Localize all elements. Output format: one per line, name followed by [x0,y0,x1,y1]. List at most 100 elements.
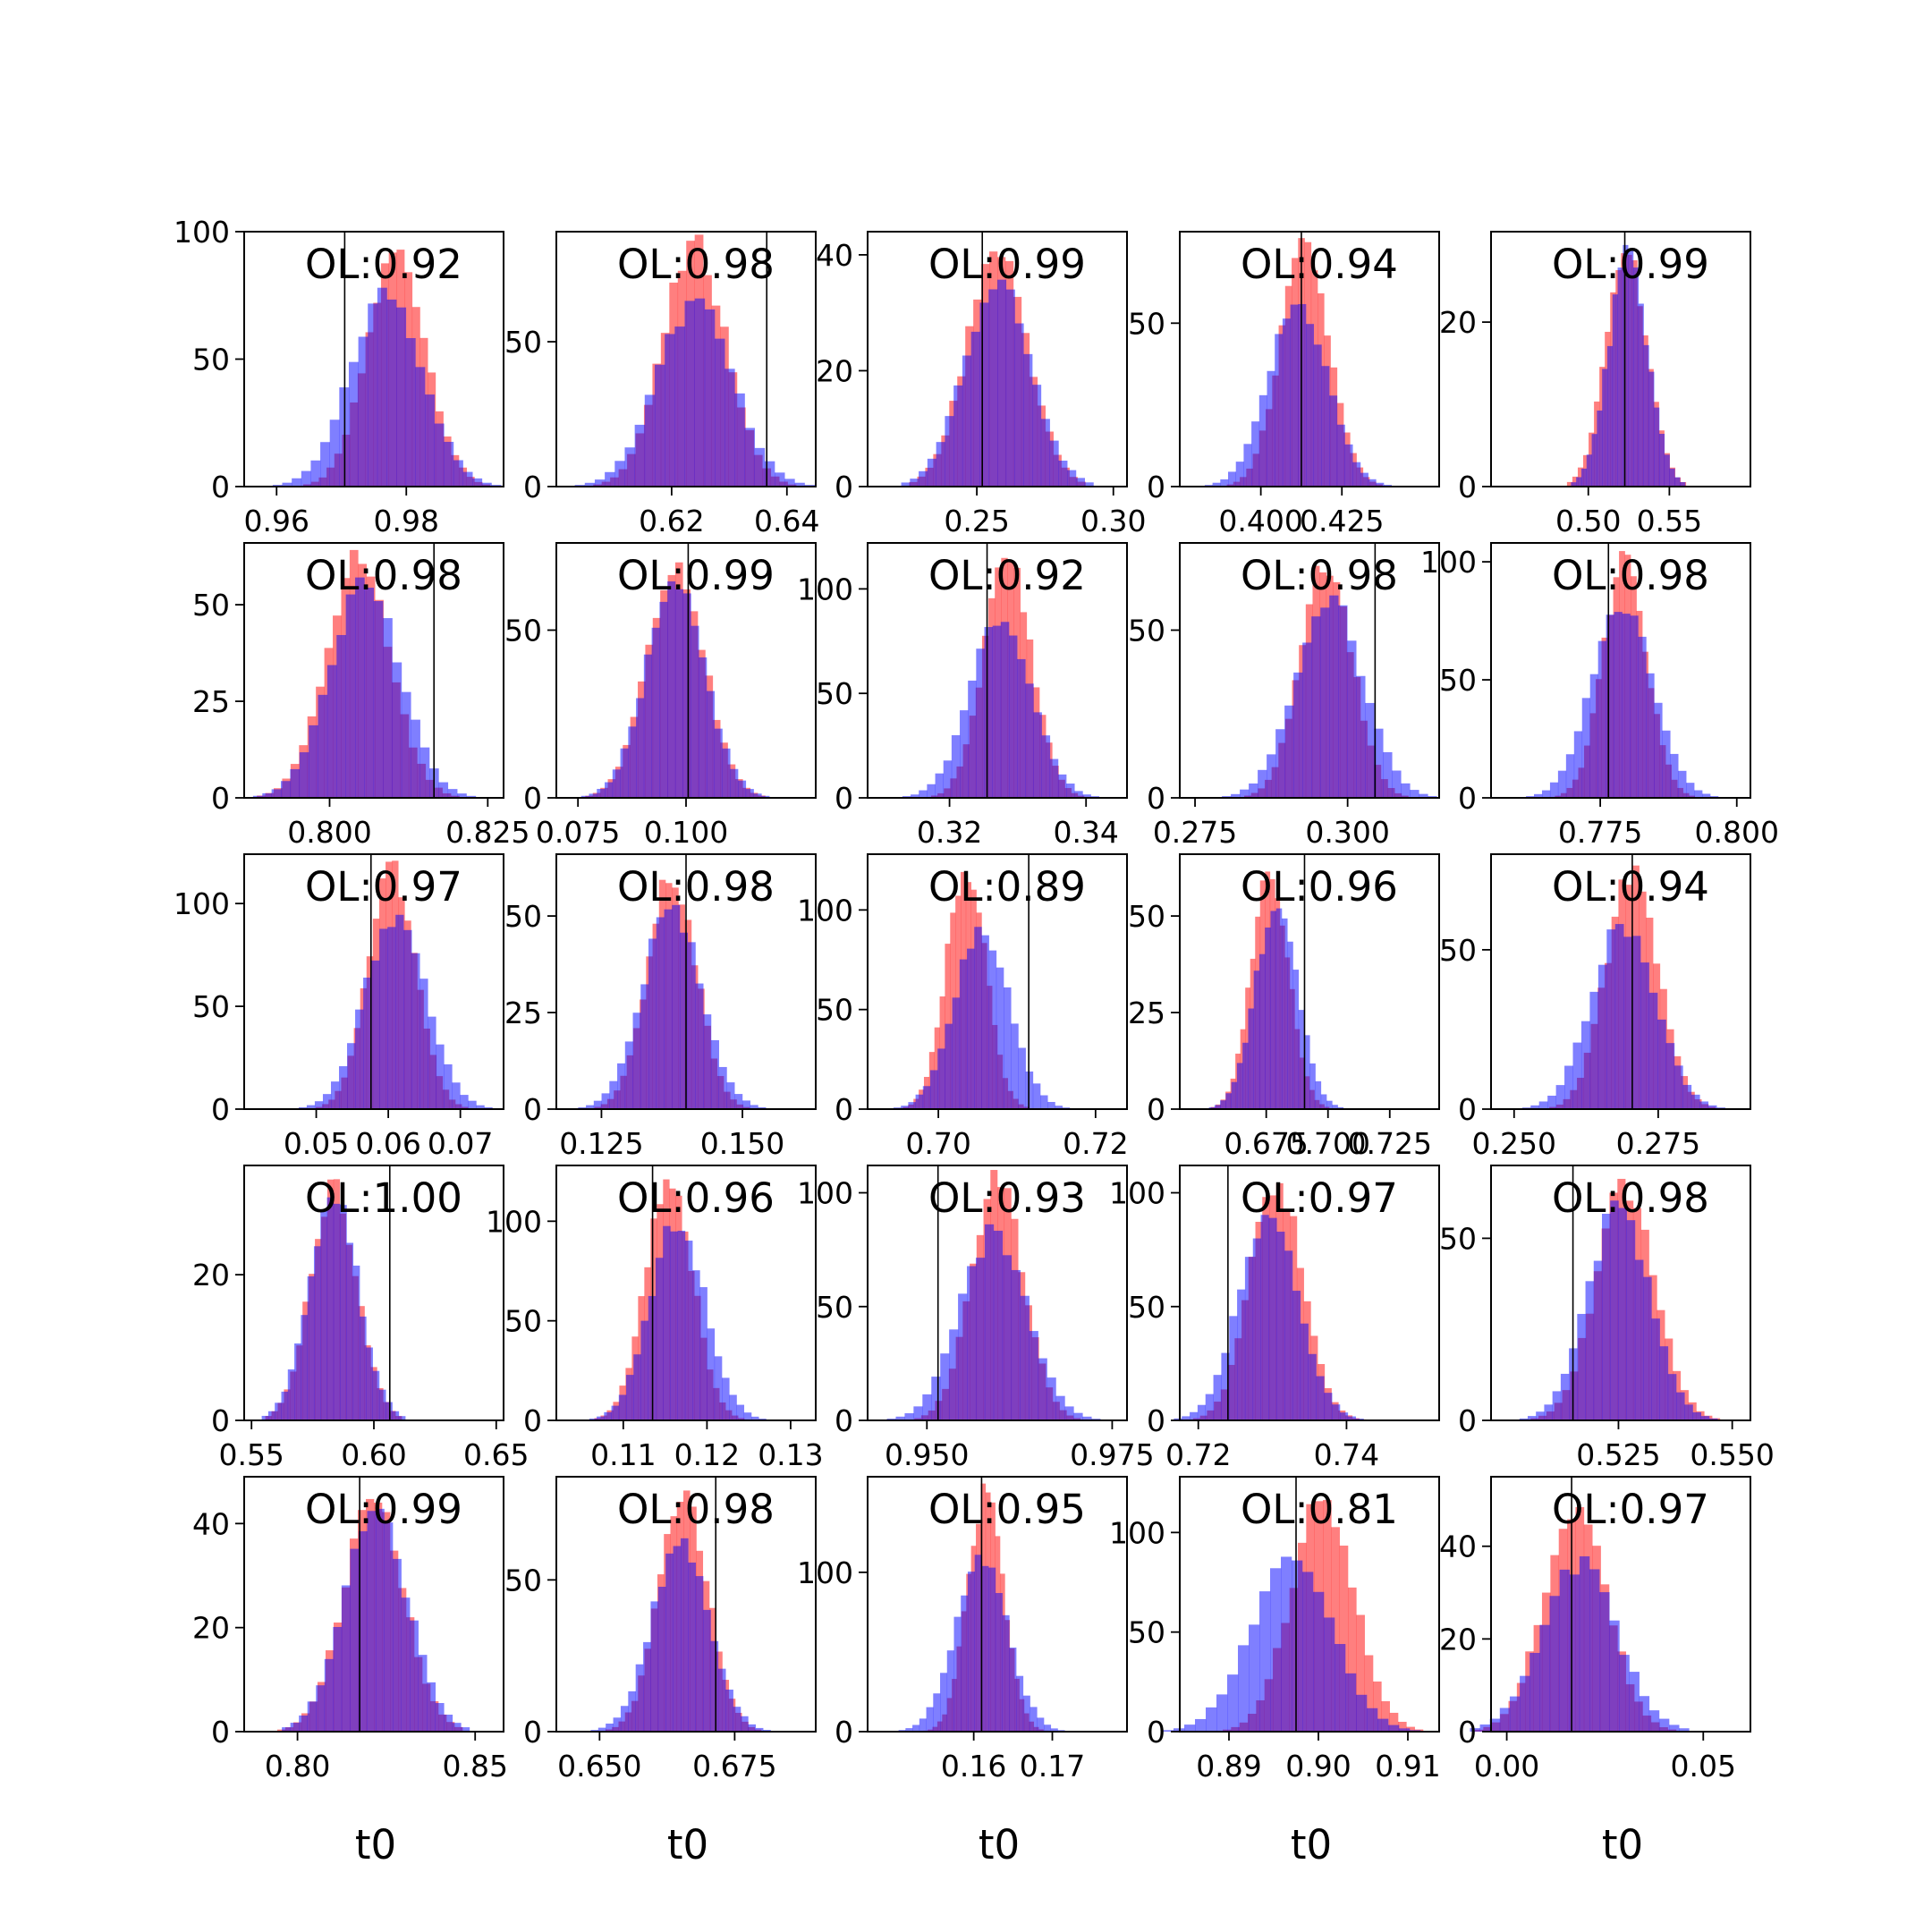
blue-bar [1276,1232,1285,1420]
x-tick-label: 0.075 [536,815,620,850]
blue-bar [1646,673,1655,798]
blue-bar [919,470,928,487]
blue-bar [628,726,637,798]
blue-bar [386,299,397,487]
blue-bar [1324,1617,1335,1732]
blue-bar [691,625,699,798]
blue-bar [299,1715,309,1732]
y-tick-label: 20 [1439,305,1477,340]
blue-bar [1292,1291,1301,1420]
blue-bar [1300,1323,1309,1420]
panel-4-2: 0.11 0.12 0.13 0 50 100 OL:0.96 [486,1165,824,1472]
blue-bar [452,1082,461,1109]
blue-bar [640,984,649,1109]
blue-bar [750,1416,759,1420]
blue-bar [476,1105,485,1109]
blue-bar [1309,1063,1316,1109]
blue-bar [1298,304,1307,487]
overlap-label: OL:0.97 [1552,1486,1709,1533]
blue-bar [744,428,755,487]
blue-bar [962,355,971,487]
overlap-label: OL:0.93 [928,1174,1086,1222]
blue-bar [1016,1675,1024,1732]
blue-bar [262,792,272,798]
blue-bar [740,1716,749,1732]
blue-bar [1058,461,1068,487]
blue-bar [444,1715,453,1732]
blue-bar [468,1100,477,1109]
blue-bar [326,1197,335,1420]
blue-bar [1530,1652,1540,1732]
blue-bar [1174,1418,1182,1420]
blue-bar [674,326,685,487]
blue-bar [310,460,321,487]
y-tick-label: 0 [1458,470,1477,504]
blue-bar [940,1353,950,1420]
blue-bar [677,1230,686,1420]
blue-bar [997,279,1007,487]
blue-bar [1376,482,1385,487]
blue-bar [1258,953,1266,1109]
blue-bar [415,367,426,487]
axes-frame [867,231,1128,487]
blue-bar [1559,1569,1571,1732]
blue-bar [1565,754,1575,798]
blue-bar [1564,1065,1573,1109]
blue-bar [657,1587,666,1732]
blue-bar [1237,1289,1246,1420]
blue-bar [1577,1313,1586,1420]
blue-bar [393,1558,402,1732]
blue-bar [1576,477,1582,487]
blue-bar [1586,454,1592,487]
y-tick-label: 50 [504,1304,542,1339]
blue-bar [1557,770,1567,798]
blue-bar [968,680,977,798]
blue-bar [1606,929,1616,1109]
blue-bar [1221,1352,1230,1420]
blue-bar [682,593,691,798]
blue-histogram [1163,1556,1421,1732]
blue-bar [736,1404,745,1420]
axes-frame [867,1165,1128,1421]
blue-bar [1602,1213,1611,1420]
blue-bar [730,768,739,798]
blue-bar [1648,1710,1660,1732]
blue-bar [1213,1375,1222,1420]
blue-bar [1206,1707,1217,1732]
panel-1-5: 0.50 0.55 0 20 OL:0.99 [1439,231,1751,538]
blue-bar [687,942,696,1109]
y-tick-label: 50 [1128,1290,1165,1325]
blue-bar [656,917,665,1109]
blue-bar [663,1225,671,1420]
blue-bar [1569,1574,1580,1732]
blue-bar [1242,1042,1249,1109]
blue-bar [1337,1106,1344,1109]
blue-bar [984,627,993,798]
blue-bar [1667,1374,1677,1420]
panel-5-1: 0.80 0.85 0 20 40 OL:0.99 [192,1476,508,1784]
blue-bar [692,1270,700,1420]
x-tick-label: 0.30 [1080,504,1146,538]
blue-bar [1658,434,1665,487]
blue-bar [1182,1416,1191,1420]
blue-bar [392,1411,400,1420]
axes-frame [1490,853,1751,1110]
blue-bar [1580,1021,1590,1109]
blue-bar [922,1086,931,1109]
blue-bar [981,935,989,1109]
blue-bar [624,1041,633,1109]
y-tick-label: 0 [1147,781,1165,816]
blue-bar [419,979,428,1109]
red-bar [1339,1546,1349,1732]
blue-bar [1037,1717,1045,1732]
x-tick-label: 0.70 [905,1126,970,1161]
blue-bar [1282,318,1291,487]
blue-histogram [1174,1215,1364,1420]
blue-bar [959,959,968,1109]
blue-bar [1622,614,1631,798]
blue-bar [316,1685,326,1732]
blue-bar [1311,616,1321,798]
y-tick-label: 100 [174,215,230,250]
red-bar [1406,1726,1415,1732]
blue-bar [1267,370,1275,487]
